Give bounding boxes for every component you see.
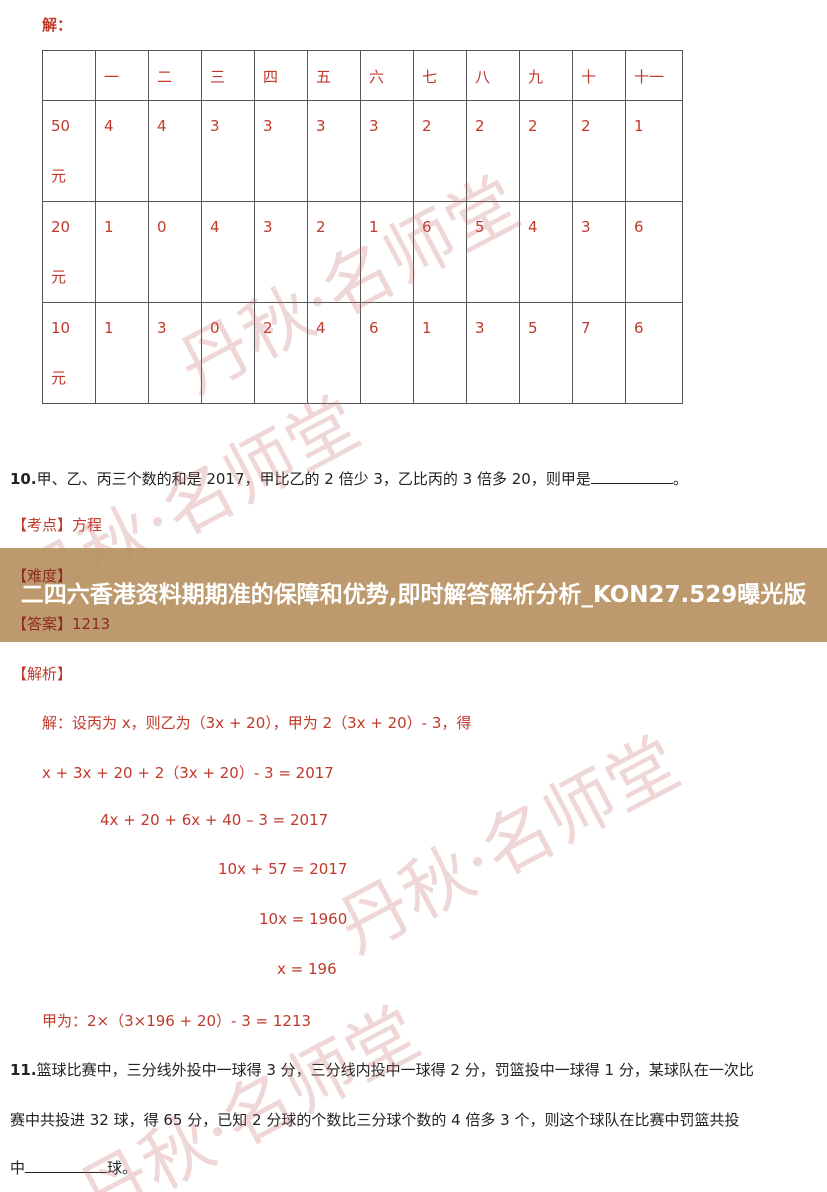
question-11-line1: 11.篮球比赛中，三分线外投中一球得 3 分，三分线内投中一球得 2 分，罚篮投…: [10, 1059, 754, 1080]
answer-blank: [25, 1172, 108, 1173]
table-cell: 4: [148, 100, 202, 202]
table-header-cell: 二: [148, 50, 202, 101]
question-text: 篮球比赛中，三分线外投中一球得 3 分，三分线内投中一球得 2 分，罚篮投中一球…: [36, 1061, 754, 1079]
row-label: 50 元: [42, 100, 96, 202]
table-cell: 3: [307, 100, 361, 202]
step: 10x + 57 = 2017: [218, 860, 348, 878]
row-label: 10 元: [42, 302, 96, 404]
table-cell: 2: [307, 201, 361, 303]
table-cell: 3: [148, 302, 202, 404]
table-cell: 1: [95, 201, 149, 303]
row-label-text: 元: [51, 369, 67, 387]
table-cell: 4: [201, 201, 255, 303]
table-header-cell: 十: [572, 50, 626, 101]
answer-table: 一 二 三 四 五 六 七 八 九 十 十一 50 元 4 4 3 3 3 3 2 2 2 2 1 20 元…: [42, 50, 683, 404]
table-header-cell: 九: [519, 50, 573, 101]
step: x = 196: [277, 960, 337, 978]
row-label-text: 20: [51, 218, 71, 236]
table-header-cell: 五: [307, 50, 361, 101]
table-header-cell: 十一: [625, 50, 683, 101]
row-label-text: 10: [51, 319, 71, 337]
table-header-cell: 一: [95, 50, 149, 101]
question-text: 甲、乙、丙三个数的和是 2017，甲比乙的 2 倍少 3，乙比丙的 3 倍多 2…: [36, 470, 591, 488]
table-cell: 7: [572, 302, 626, 404]
table-cell: 1: [360, 201, 414, 303]
question-10: 10.甲、乙、丙三个数的和是 2017，甲比乙的 2 倍少 3，乙比丙的 3 倍…: [10, 468, 688, 489]
table-cell: 1: [413, 302, 467, 404]
question-text: 中: [10, 1159, 26, 1177]
table-cell: 1: [625, 100, 683, 202]
table-cell: 1: [95, 302, 149, 404]
table-header-cell: 八: [466, 50, 520, 101]
question-11-line3: 中 球。: [10, 1157, 137, 1178]
table-row: 10 元 1 3 0 2 4 6 1 3 5 7 6: [42, 302, 683, 404]
kaodian-value: 方程: [72, 516, 103, 534]
table-cell: 3: [466, 302, 520, 404]
table-cell: 2: [572, 100, 626, 202]
step: 解：设丙为 x，则乙为（3x + 20），甲为 2（3x + 20）- 3，得: [42, 714, 472, 732]
answer-blank: [590, 483, 673, 484]
answer: 【答案】1213: [12, 613, 110, 634]
table-row: 20 元 1 0 4 3 2 1 6 5 4 3 6: [42, 201, 683, 303]
table-cell: 3: [572, 201, 626, 303]
table-cell: 6: [360, 302, 414, 404]
table-header-cell: 七: [413, 50, 467, 101]
row-label-text: 元: [51, 268, 67, 286]
kaodian: 【考点】方程: [12, 514, 102, 535]
table-row: 50 元 4 4 3 3 3 3 2 2 2 2 1: [42, 100, 683, 202]
step: 甲为：2×（3×196 + 20）- 3 = 1213: [42, 1012, 312, 1030]
table-cell: 2: [519, 100, 573, 202]
table-cell: 2: [413, 100, 467, 202]
kaodian-tag: 【考点】: [12, 516, 73, 534]
table-cell: 3: [254, 100, 308, 202]
table-cell: 4: [519, 201, 573, 303]
table-cell: 5: [466, 201, 520, 303]
question-text: 球。: [107, 1159, 138, 1177]
table-cell: 2: [254, 302, 308, 404]
step: 4x + 20 + 6x + 40 – 3 = 2017: [100, 811, 329, 829]
step: x + 3x + 20 + 2（3x + 20）- 3 = 2017: [42, 764, 334, 782]
watermark: 丹秋·名师堂: [325, 721, 693, 969]
table-cell: 2: [466, 100, 520, 202]
jiexi-tag: 【解析】: [12, 665, 73, 683]
table-header-cell: 三: [201, 50, 255, 101]
table-cell: 5: [519, 302, 573, 404]
table-cell: 0: [201, 302, 255, 404]
row-label-text: 50: [51, 117, 71, 135]
answer-tag: 【答案】: [12, 615, 73, 633]
row-label-text: 元: [51, 167, 67, 185]
table-cell: 3: [201, 100, 255, 202]
table-cell: 6: [625, 201, 683, 303]
step: 10x = 1960: [259, 910, 348, 928]
question-number: 10.: [10, 470, 37, 488]
table-cell: 3: [254, 201, 308, 303]
banner-title: 二四六香港资料期期准的保障和优势,即时解答解析分析_KON27.529曝光版: [20, 582, 807, 608]
table-cell: 0: [148, 201, 202, 303]
table-header-row: 一 二 三 四 五 六 七 八 九 十 十一: [42, 50, 683, 101]
table-cell: 3: [360, 100, 414, 202]
row-label: 20 元: [42, 201, 96, 303]
table-header-cell: 六: [360, 50, 414, 101]
answer-value: 1213: [72, 615, 111, 633]
title-banner: 二四六香港资料期期准的保障和优势,即时解答解析分析_KON27.529曝光版: [0, 548, 827, 642]
table-cell: 6: [413, 201, 467, 303]
question-11-line2: 赛中共投进 32 球，得 65 分，已知 2 分球的个数比三分球个数的 4 倍多…: [10, 1111, 740, 1129]
question-end: 。: [672, 470, 688, 488]
solution-label: 解：: [42, 16, 73, 34]
nandu-tag: 【难度】: [12, 567, 73, 585]
table-cell: 4: [307, 302, 361, 404]
table-cell: 4: [95, 100, 149, 202]
table-header-cell: 四: [254, 50, 308, 101]
table-cell: 6: [625, 302, 683, 404]
table-header-cell: [42, 50, 96, 101]
question-number: 11.: [10, 1061, 37, 1079]
